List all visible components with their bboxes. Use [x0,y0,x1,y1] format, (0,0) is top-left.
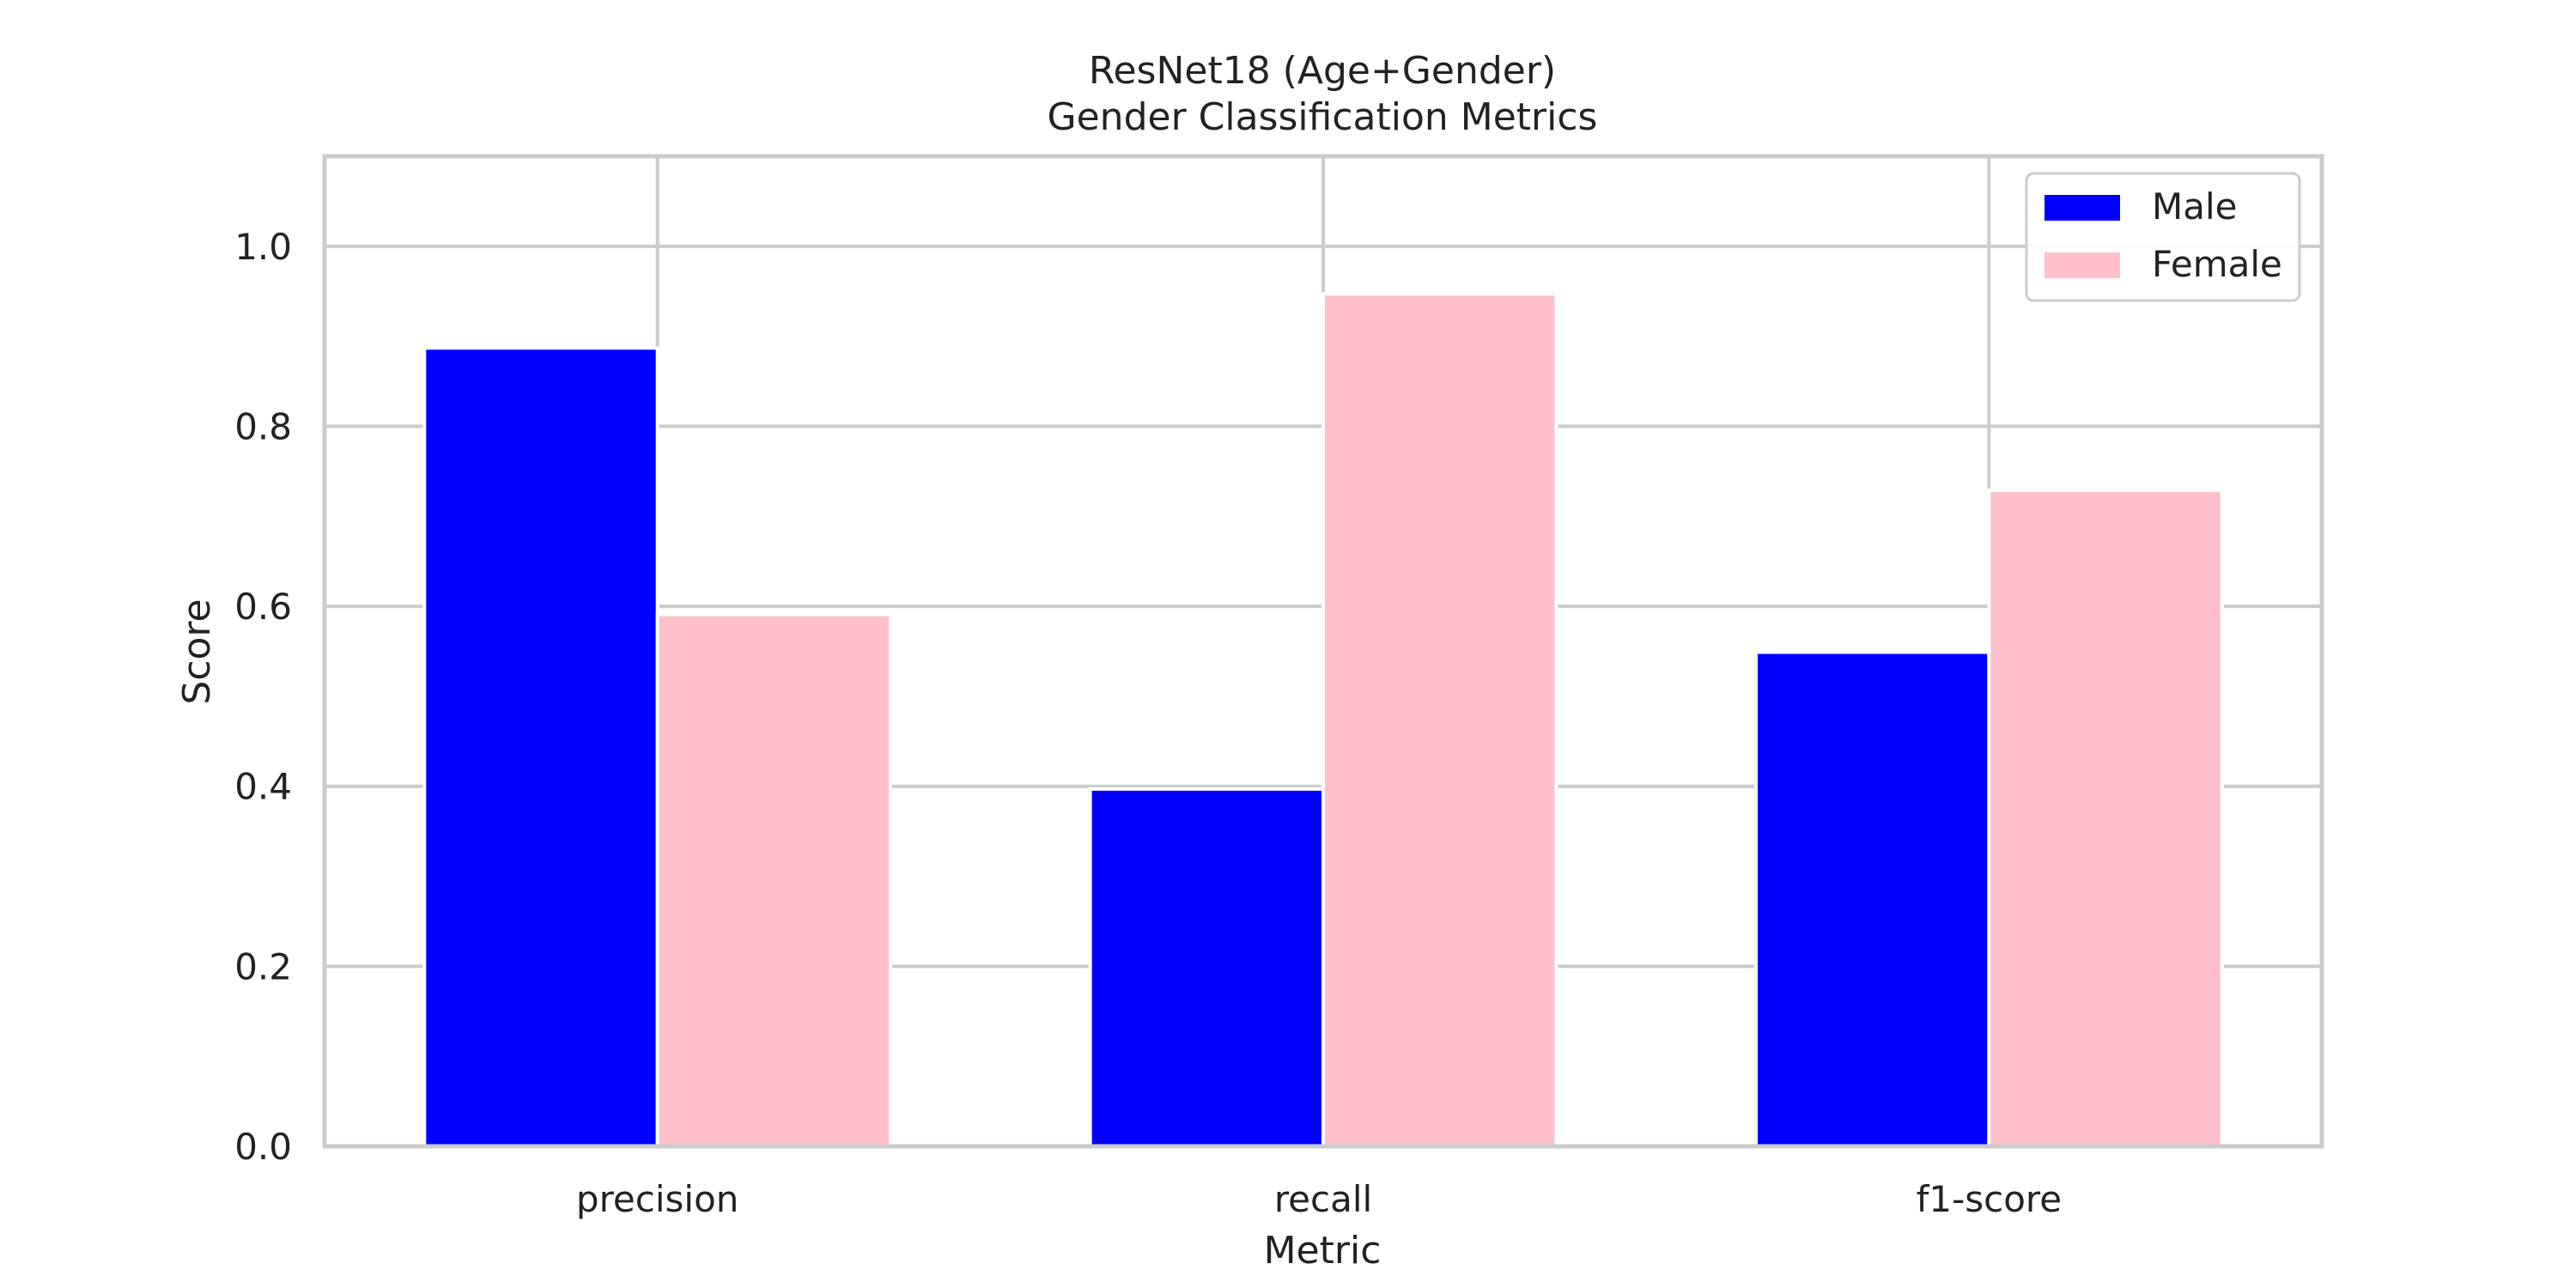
bar-female-precision [655,612,893,1148]
x-axis-label: Metric [1264,1229,1382,1273]
bar-male-recall [1088,787,1325,1148]
bars [422,292,2224,1148]
axes-frame [322,154,2324,1149]
x-axis-ticks: precision recall f1-score [576,1178,2062,1220]
bar-male-f1-score [1753,650,1991,1148]
legend-swatch-female [2044,252,2120,278]
y-tick-label: 0.2 [234,945,292,987]
chart-subtitle: Gender Classification Metrics [1048,95,1598,139]
y-axis-label: Score [175,598,219,704]
bar-female-recall [1321,292,1558,1148]
chart-title: ResNet18 (Age+Gender) [1089,49,1556,93]
x-tick-label: recall [1274,1178,1372,1220]
bar-female-f1-score [1987,488,2224,1148]
legend-swatch-male [2044,195,2120,221]
legend-label-male: Male [2152,185,2237,228]
y-tick-label: 1.0 [234,226,292,268]
legend: Male Female [2025,172,2301,302]
y-tick-label: 0.8 [234,405,292,447]
x-tick-label: precision [576,1178,738,1220]
y-tick-label: 0.6 [234,586,292,628]
x-tick-label: f1-score [1917,1178,2063,1220]
y-tick-label: 0.0 [234,1126,292,1168]
y-tick-label: 0.4 [234,766,292,808]
y-axis-ticks: 0.0 0.2 0.4 0.6 0.8 1.0 [234,226,292,1168]
bar-male-precision [422,346,659,1148]
legend-label-female: Female [2152,243,2282,285]
